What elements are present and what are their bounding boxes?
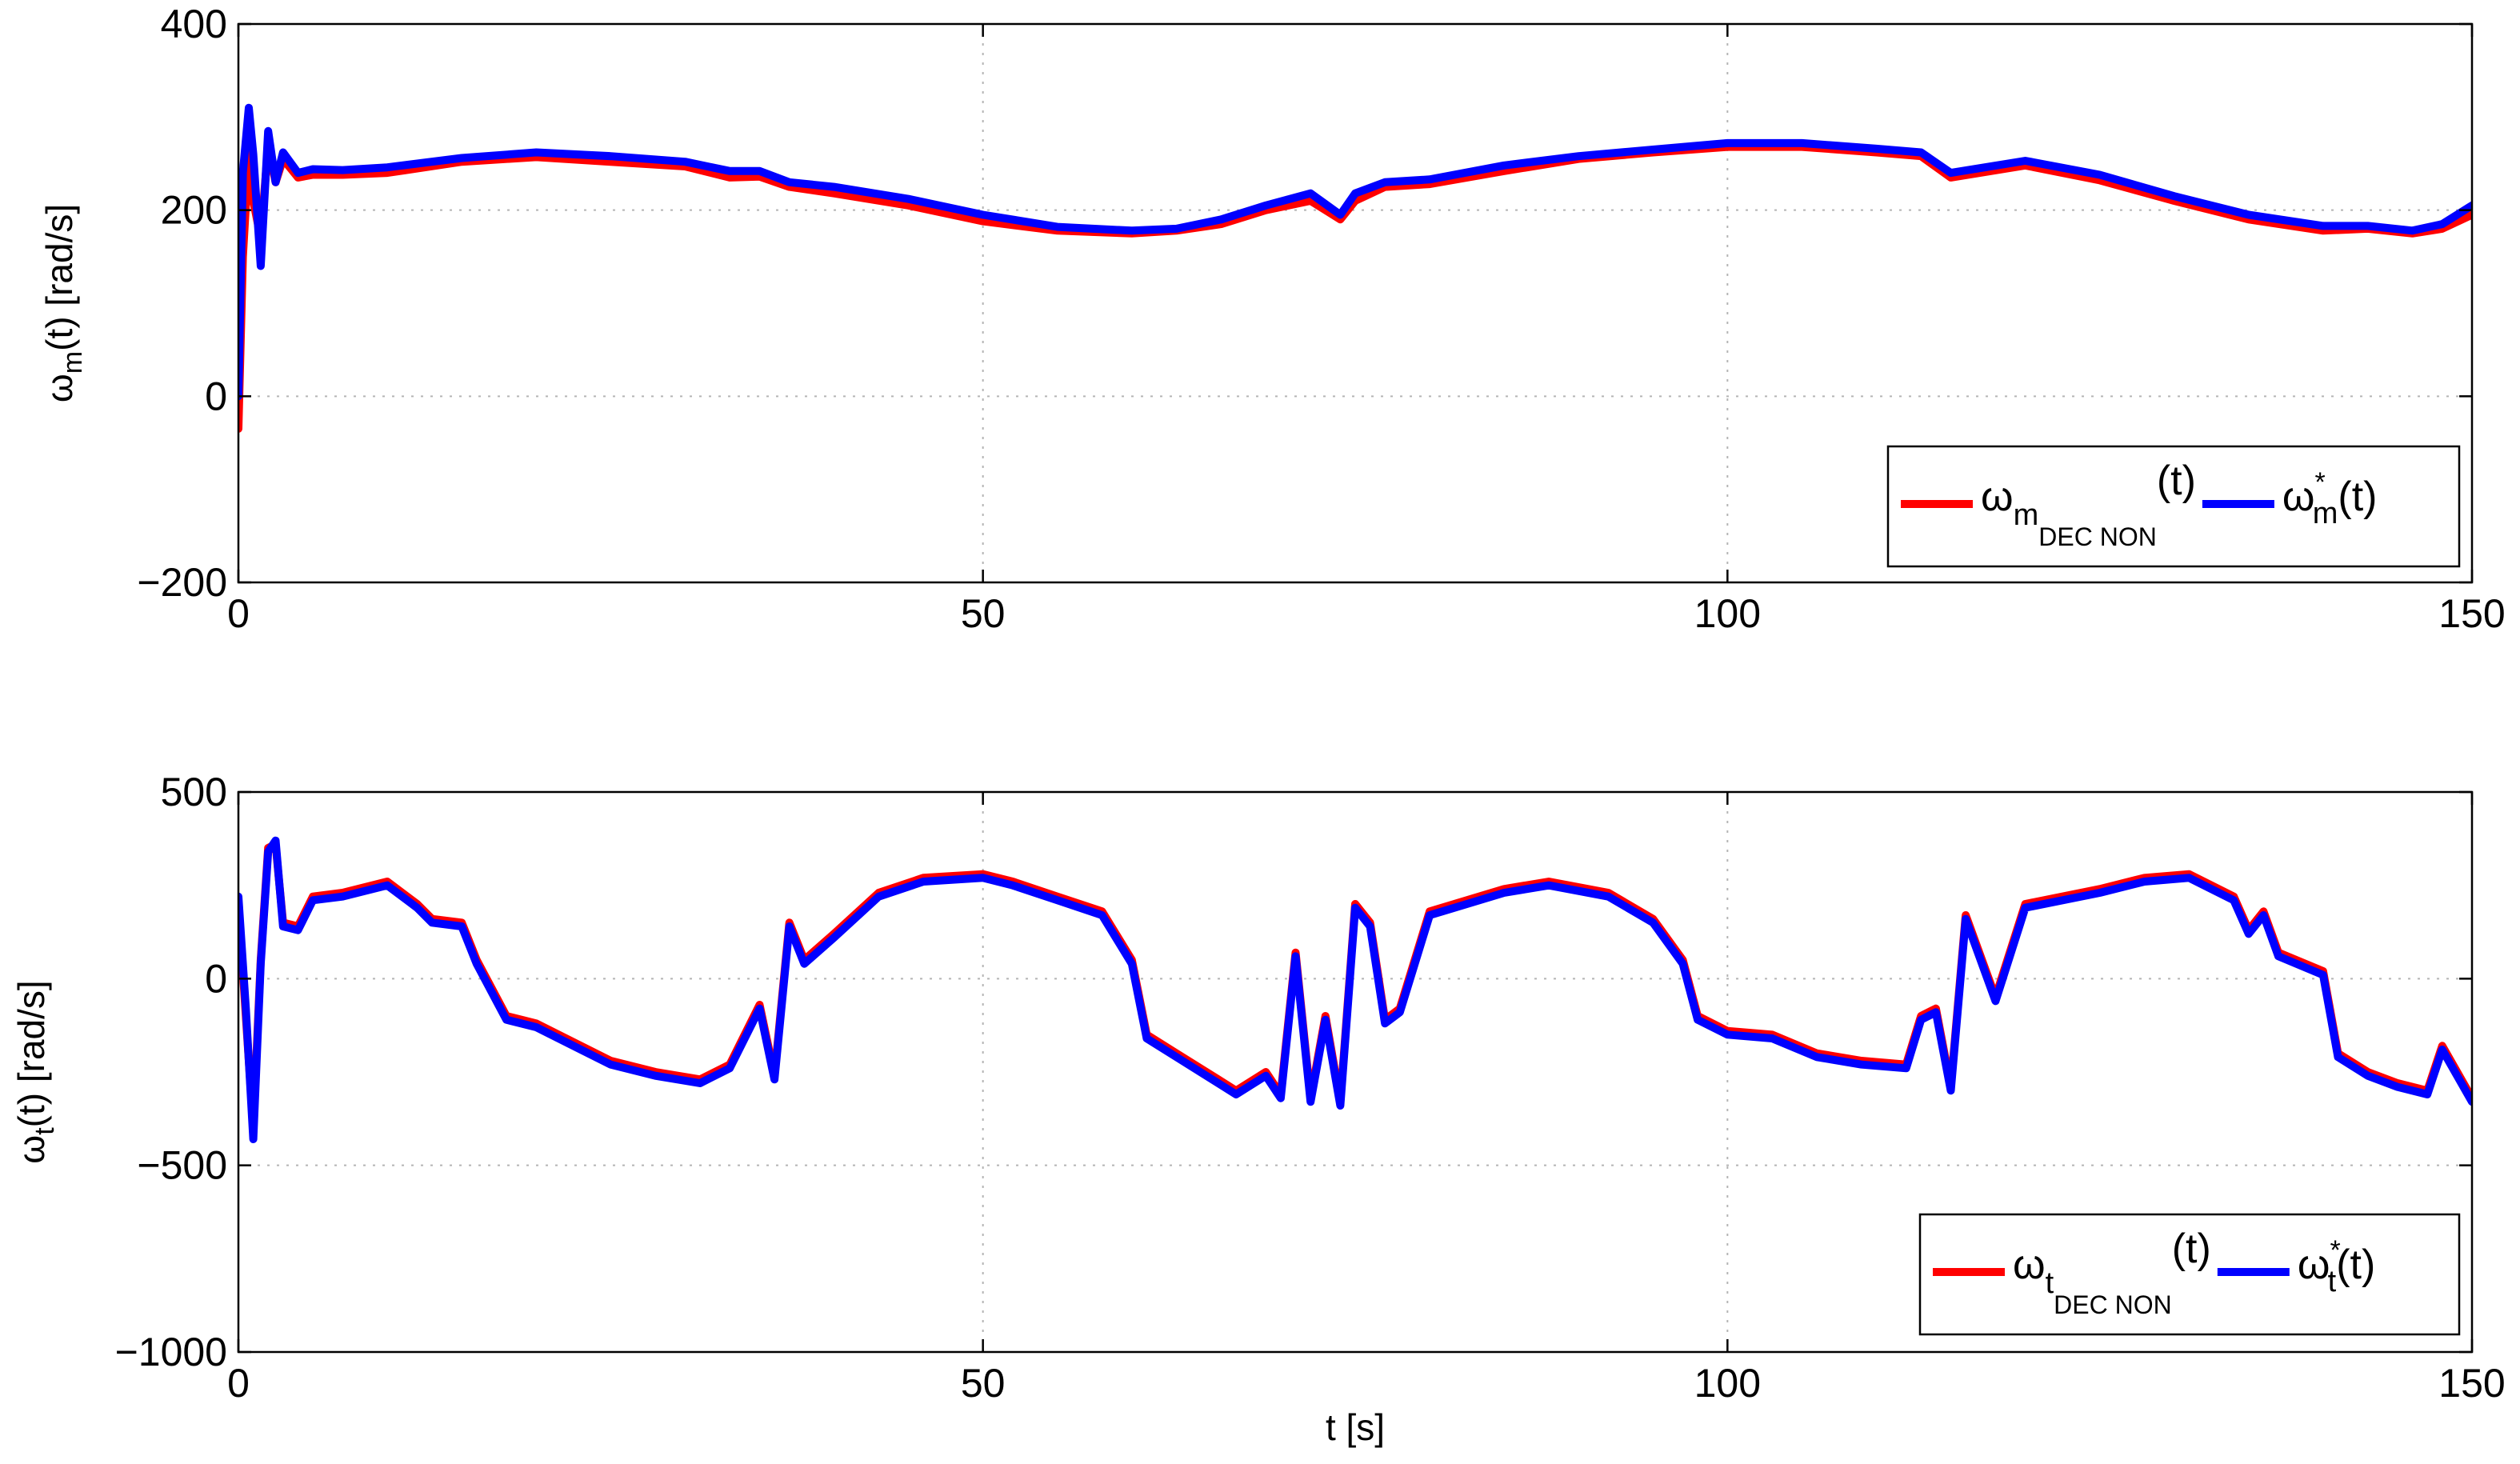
y-tick-label: 400 — [161, 2, 227, 46]
axes-frame — [237, 22, 2474, 584]
x-tick-label: 0 — [227, 591, 250, 636]
x-tick-label: 50 — [961, 591, 1006, 636]
x-tick-label: 0 — [227, 1361, 250, 1406]
legend-box — [1918, 1213, 2461, 1336]
legend-box — [1886, 445, 2461, 568]
series-line-1 — [238, 103, 2472, 401]
series-line-1 — [238, 836, 2472, 1143]
y-tick-label: 0 — [205, 374, 227, 418]
plot-turbine-speed: 0 50 100 150 −1000 −500 0 500 ωt(t) [rad/s] t [s]… — [10, 770, 2506, 1448]
y-axis-label: ωm(t) [rad/s] — [38, 204, 88, 402]
x-tick-label: 50 — [961, 1361, 1006, 1406]
y-tick-label: 200 — [161, 188, 227, 233]
legend-label-0: ωtDEC NON(t) — [2013, 1226, 2211, 1319]
y-axis-label: ωt(t) [rad/s] — [10, 980, 60, 1163]
x-tick-label: 100 — [1694, 1361, 1761, 1406]
y-tick-label: −1000 — [115, 1330, 227, 1374]
y-tick-label: 500 — [161, 770, 227, 814]
y-tick-label: 0 — [205, 956, 227, 1001]
legend: ωmDEC NON(t) ω* m(t) — [1886, 445, 2461, 568]
x-tick-label: 100 — [1694, 591, 1761, 636]
axes-frame — [237, 790, 2474, 1354]
x-axis-label: t [s] — [1326, 1406, 1385, 1448]
legend-label-0: ωmDEC NON(t) — [1981, 458, 2196, 551]
y-tick-label: −500 — [137, 1143, 227, 1188]
legend: ωtDEC NON(t) ω* t(t) — [1918, 1213, 2461, 1336]
legend-label-1: ω* t(t) — [2298, 1235, 2376, 1298]
legend-label-1: ω* m(t) — [2282, 467, 2378, 530]
x-tick-label: 150 — [2438, 1361, 2505, 1406]
y-tick-label: −200 — [137, 560, 227, 605]
x-tick-label: 150 — [2438, 591, 2505, 636]
